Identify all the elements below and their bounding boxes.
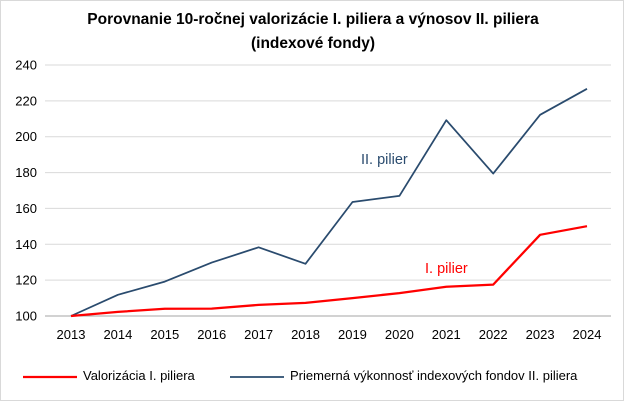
legend-label-indexove-fondy: Priemerná výkonnosť indexových fondov II… <box>290 368 577 383</box>
x-tick-label: 2019 <box>338 327 367 342</box>
y-tick-label: 180 <box>15 165 37 180</box>
x-tick-label: 2024 <box>573 327 602 342</box>
x-tick-label: 2014 <box>103 327 132 342</box>
y-tick-label: 120 <box>15 273 37 288</box>
x-tick-label: 2018 <box>291 327 320 342</box>
y-tick-label: 140 <box>15 237 37 252</box>
legend-label-valorizacia: Valorizácia I. piliera <box>83 368 195 383</box>
series-line-valorizacia <box>71 226 587 316</box>
x-tick-label: 2015 <box>150 327 179 342</box>
series-line-indexove-fondy <box>71 89 587 316</box>
y-tick-label: 160 <box>15 201 37 216</box>
y-tick-label: 220 <box>15 93 37 108</box>
y-tick-label: 240 <box>15 58 37 73</box>
x-tick-label: 2016 <box>197 327 226 342</box>
x-tick-label: 2013 <box>57 327 86 342</box>
x-tick-label: 2020 <box>385 327 414 342</box>
x-tick-label: 2022 <box>479 327 508 342</box>
series-label-ii-pilier: II. pilier <box>361 152 408 168</box>
y-tick-label: 200 <box>15 129 37 144</box>
series-label-i-pilier: I. pilier <box>425 261 468 277</box>
x-tick-label: 2023 <box>526 327 555 342</box>
y-tick-label: 100 <box>15 309 37 324</box>
x-tick-label: 2021 <box>432 327 461 342</box>
x-tick-label: 2017 <box>244 327 273 342</box>
